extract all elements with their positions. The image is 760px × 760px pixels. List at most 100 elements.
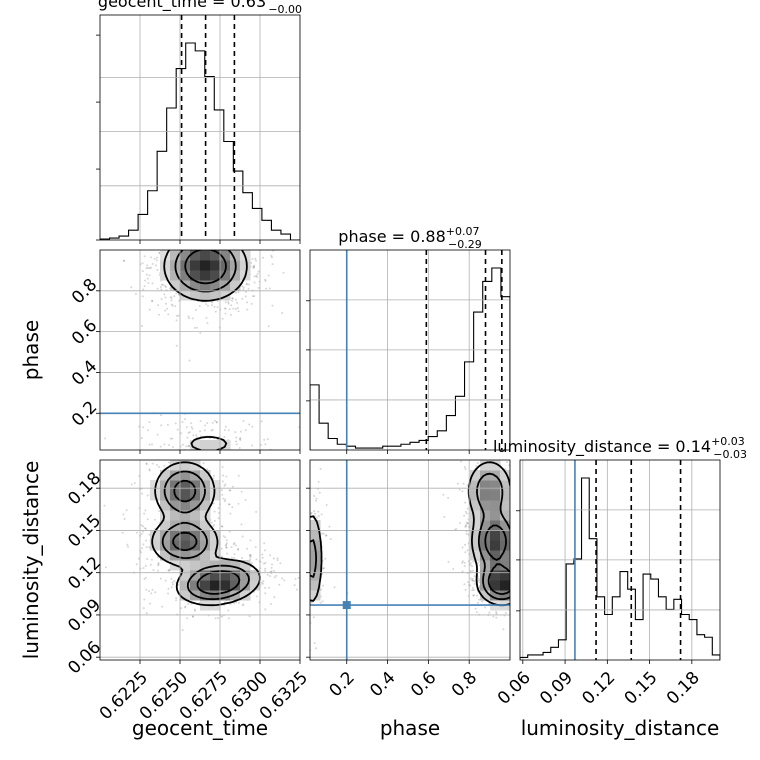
sample-point	[175, 344, 178, 347]
sample-point	[306, 520, 308, 522]
sample-point	[200, 464, 202, 466]
sample-point	[259, 444, 262, 447]
density-cell	[170, 510, 181, 521]
sample-point	[511, 545, 513, 547]
sample-point	[225, 233, 227, 235]
sample-point	[226, 471, 228, 473]
sample-point	[524, 596, 526, 598]
sample-point	[206, 468, 209, 471]
sample-point	[146, 264, 149, 267]
sample-point	[452, 568, 455, 571]
sample-point	[473, 575, 476, 578]
sample-point	[163, 464, 166, 467]
sample-point	[233, 553, 236, 556]
sample-point	[270, 454, 272, 456]
sample-point	[148, 533, 151, 536]
sample-point	[192, 241, 194, 243]
sample-point	[251, 444, 254, 447]
sample-point	[142, 607, 145, 610]
sample-point	[152, 569, 155, 572]
density-cell	[180, 290, 191, 301]
density-cell	[200, 280, 211, 291]
density-cell	[200, 480, 211, 491]
sample-point	[144, 576, 147, 579]
sample-point	[187, 240, 189, 242]
sample-point	[142, 288, 145, 291]
sample-point	[225, 542, 228, 545]
sample-point	[212, 248, 214, 250]
sample-point	[517, 520, 519, 522]
sample-point	[225, 539, 228, 542]
sample-point	[307, 557, 309, 559]
sample-point	[187, 445, 190, 448]
sample-point	[242, 246, 244, 248]
panel-title: phase = 0.88+0.07 −0.29	[338, 225, 481, 251]
sample-point	[516, 587, 518, 589]
sample-point	[324, 534, 327, 537]
density-cell	[180, 510, 191, 521]
sample-point	[163, 293, 166, 296]
sample-point	[147, 266, 150, 269]
sample-point	[475, 464, 478, 467]
sample-point	[516, 580, 518, 582]
sample-point	[183, 247, 185, 249]
sample-point	[542, 568, 544, 570]
sample-point	[456, 482, 459, 485]
sample-point	[514, 552, 516, 554]
sample-point	[232, 307, 235, 310]
sample-point	[187, 444, 190, 447]
sample-point	[520, 586, 522, 588]
sample-point	[164, 579, 167, 582]
density-cell	[310, 520, 321, 531]
sample-point	[304, 571, 306, 573]
sample-point	[151, 300, 154, 303]
sample-point	[306, 551, 308, 553]
sample-point	[524, 596, 526, 598]
sample-point	[251, 242, 253, 244]
sample-point	[475, 611, 478, 614]
sample-point	[140, 532, 143, 535]
sample-point	[464, 525, 467, 528]
sample-point	[297, 485, 299, 487]
sample-point	[213, 523, 216, 526]
sample-point	[206, 322, 209, 325]
sample-point	[158, 510, 161, 513]
sample-point	[202, 221, 204, 223]
density-cell	[210, 280, 221, 291]
sample-point	[224, 301, 227, 304]
sample-point	[208, 238, 210, 240]
sample-point	[143, 285, 146, 288]
sample-point	[164, 286, 167, 289]
sample-point	[204, 424, 207, 427]
sample-point	[144, 279, 147, 282]
sample-point	[460, 460, 463, 463]
sample-point	[231, 240, 233, 242]
sample-point	[146, 231, 148, 233]
y-tick-label: 0.06	[64, 637, 105, 678]
sample-point	[471, 441, 473, 443]
density-cell	[180, 500, 191, 511]
sample-point	[307, 621, 309, 623]
density-cell	[190, 290, 201, 301]
sample-point	[515, 537, 517, 539]
density-cell	[240, 580, 251, 591]
sample-point	[264, 569, 267, 572]
panel-title: luminosity_distance = 0.14+0.03 −0.03	[493, 435, 747, 461]
sample-point	[236, 306, 239, 309]
sample-point	[266, 573, 269, 576]
sample-point	[251, 217, 253, 219]
sample-point	[516, 586, 518, 588]
sample-point	[190, 234, 192, 236]
sample-point	[238, 437, 241, 440]
sample-point	[543, 585, 545, 587]
sample-point	[504, 468, 507, 471]
x-tick-label: 0.4	[366, 668, 399, 701]
sample-point	[514, 563, 516, 565]
sample-point	[311, 601, 314, 604]
sample-point	[306, 577, 308, 579]
sample-point	[521, 537, 523, 539]
sample-point	[239, 235, 241, 237]
sample-point	[512, 582, 514, 584]
sample-point	[233, 557, 236, 560]
y-axis-label: phase	[19, 320, 43, 380]
